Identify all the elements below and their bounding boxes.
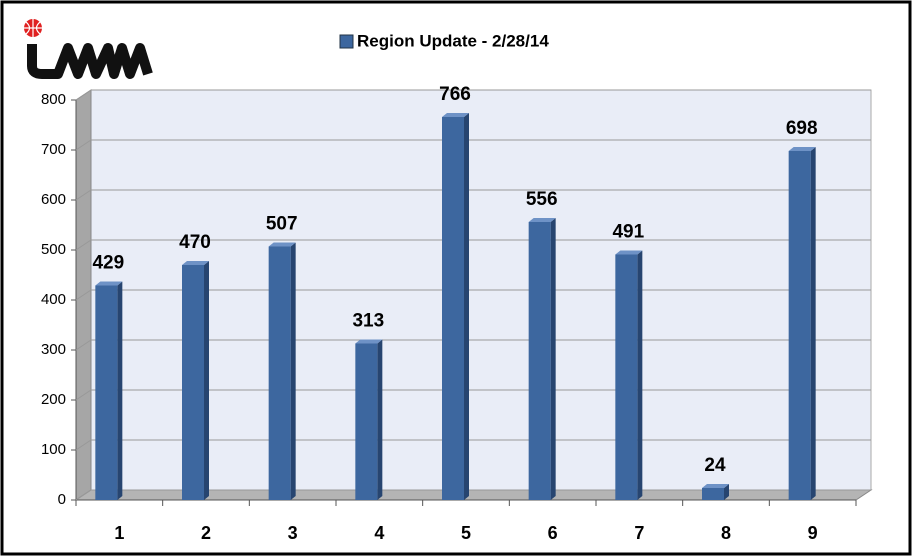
bar-side — [377, 339, 383, 500]
bar-top — [355, 339, 383, 344]
value-label: 470 — [179, 232, 211, 253]
grid-line — [75, 389, 871, 401]
bar-top — [442, 113, 469, 117]
bar — [268, 242, 296, 500]
bar-top — [268, 242, 296, 247]
logo-letters — [27, 43, 153, 79]
value-label: 766 — [439, 84, 471, 105]
bar — [788, 147, 816, 500]
legend-swatch — [339, 34, 354, 49]
bar-top — [95, 281, 123, 286]
value-label: 491 — [612, 222, 644, 243]
bar — [528, 218, 556, 500]
bar-front — [268, 246, 291, 500]
x-tick-label: 7 — [634, 523, 644, 543]
bar-front — [615, 254, 638, 500]
y-tick-label: 700 — [41, 141, 66, 158]
bar — [702, 484, 729, 500]
bar-side — [464, 113, 469, 500]
x-tick-label: 2 — [201, 523, 211, 543]
grid-line — [75, 239, 871, 251]
x-tick-label: 5 — [461, 523, 471, 543]
bar-front — [442, 117, 464, 500]
y-tick-label: 600 — [41, 191, 66, 208]
value-label: 507 — [266, 214, 298, 235]
bar-front — [528, 222, 551, 500]
x-tick-label: 6 — [548, 523, 558, 543]
bar-front — [95, 285, 118, 500]
value-label: 556 — [526, 189, 558, 210]
bar-top — [788, 147, 816, 151]
bar-front — [182, 265, 204, 500]
bar-top — [528, 218, 556, 222]
y-tick-label: 100 — [41, 441, 66, 458]
bar-side — [204, 261, 209, 500]
bar-front — [702, 488, 724, 500]
bar-side — [290, 242, 296, 500]
x-tick-label: 8 — [721, 523, 731, 543]
bar-top — [702, 484, 729, 488]
grid-line — [75, 489, 871, 501]
grid-line — [75, 189, 871, 201]
grid-line — [75, 89, 871, 101]
bar — [615, 250, 643, 500]
value-label: 698 — [786, 118, 818, 139]
bar — [182, 261, 209, 500]
y-tick-label: 400 — [41, 291, 66, 308]
logo — [24, 19, 153, 79]
grid-line — [75, 289, 871, 301]
bar-side — [550, 218, 556, 500]
bar-side — [724, 484, 729, 500]
y-tick-label: 500 — [41, 241, 66, 258]
grid-line — [75, 139, 871, 151]
y-tick-label: 800 — [41, 91, 66, 108]
bar — [95, 281, 123, 500]
x-tick-label: 9 — [808, 523, 818, 543]
grid-line — [75, 439, 871, 451]
bar-top — [182, 261, 209, 265]
bar — [355, 339, 383, 500]
value-label: 313 — [352, 311, 384, 332]
bar-front — [355, 343, 378, 500]
x-tick-label: 4 — [374, 523, 384, 543]
legend-label: Region Update - 2/28/14 — [357, 31, 549, 50]
y-tick-label: 0 — [58, 491, 66, 508]
x-tick-label: 3 — [288, 523, 298, 543]
value-label: 429 — [92, 253, 124, 274]
bar-side — [810, 147, 816, 500]
y-tick-label: 300 — [41, 341, 66, 358]
bar-side — [117, 281, 123, 500]
bar-side — [637, 250, 643, 500]
bar-front — [788, 151, 811, 500]
grid-line — [75, 339, 871, 351]
x-tick-label: 1 — [114, 523, 124, 543]
value-label: 24 — [704, 455, 726, 476]
bar-top — [615, 250, 643, 255]
bar — [442, 113, 469, 500]
y-tick-label: 200 — [41, 391, 66, 408]
